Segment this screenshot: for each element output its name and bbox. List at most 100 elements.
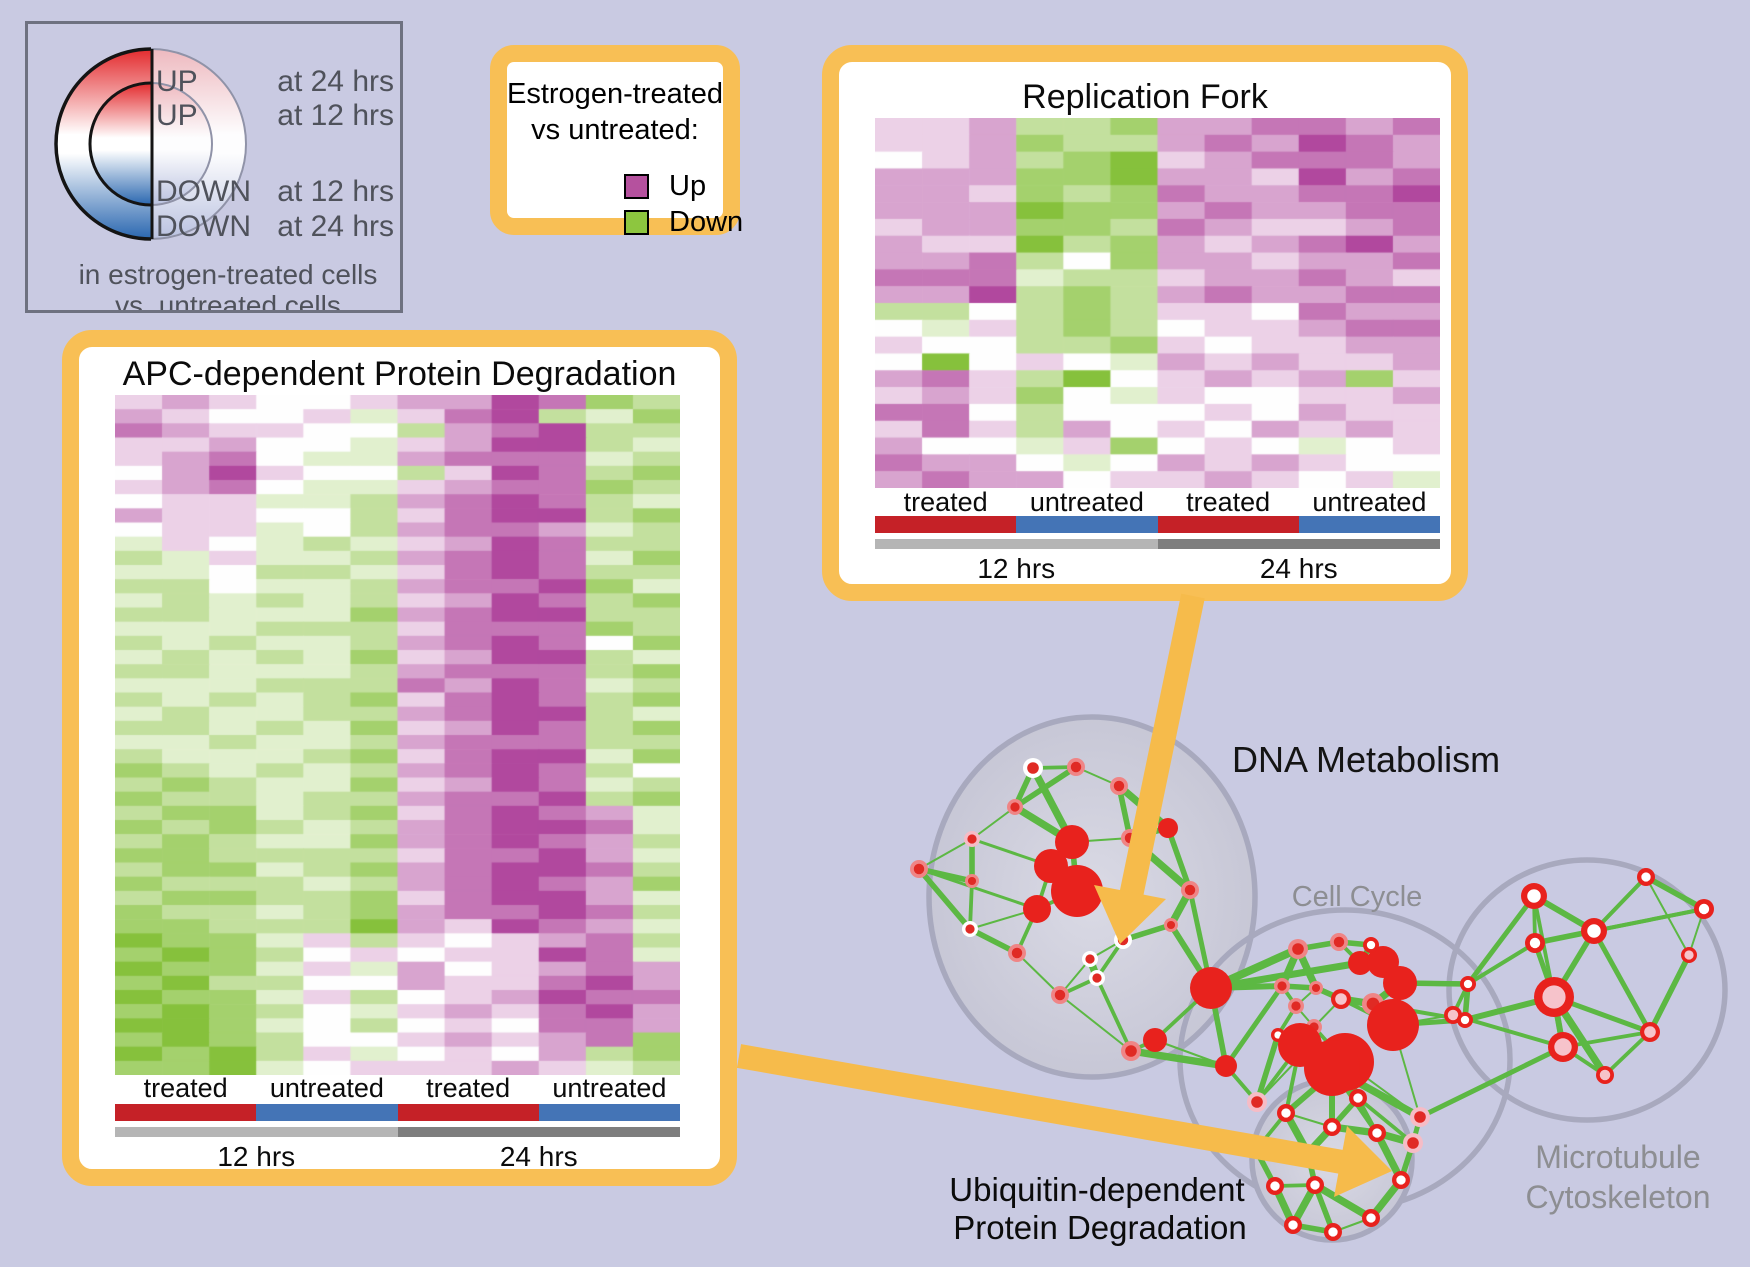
network-node-core	[1372, 1128, 1382, 1138]
network-edge	[1340, 995, 1374, 1008]
network-edge	[968, 926, 1019, 956]
network-node	[1023, 895, 1051, 923]
network-node-core	[1124, 832, 1136, 844]
network-edge	[1032, 765, 1077, 770]
time-label: 24 hrs	[499, 1141, 578, 1172]
cluster-cell	[1177, 907, 1513, 1213]
network-edge	[1562, 1046, 1606, 1076]
network-node-core	[1027, 762, 1039, 774]
network-edge	[1370, 1001, 1396, 1028]
network-node	[1300, 1145, 1316, 1161]
network-node	[1306, 1176, 1324, 1194]
network-node-core	[1463, 979, 1473, 989]
network-edge	[1289, 1183, 1319, 1227]
network-edge	[1153, 986, 1213, 1042]
group-label: untreated	[1029, 487, 1144, 517]
bottom-margin	[0, 1267, 1750, 1279]
group-label: treated	[426, 1073, 511, 1103]
network-edge	[1342, 1061, 1361, 1099]
ring-row-labels: UP at 24 hrs UP at 12 hrs DOWN at 12 hrs…	[156, 65, 394, 243]
network-node	[1034, 849, 1068, 883]
network-node	[1548, 1032, 1578, 1062]
network-edge	[1075, 766, 1120, 787]
updown-legend-box: Estrogen-treated vs untreated: Up Down	[490, 45, 743, 238]
network-edge	[1116, 783, 1171, 831]
network-node	[1158, 818, 1178, 838]
network-edge	[1209, 945, 1300, 992]
network-node	[1363, 937, 1379, 953]
network-node	[1331, 989, 1351, 1009]
network-edge	[1059, 958, 1091, 996]
network-edge	[1280, 984, 1298, 1008]
network-node-core	[1698, 903, 1710, 915]
network-node	[1181, 881, 1199, 899]
cluster-micro	[1446, 857, 1728, 1123]
network-node	[1121, 829, 1139, 847]
network-edge	[1294, 947, 1320, 990]
network-edge	[916, 867, 973, 931]
ring-vivid-half	[54, 47, 151, 241]
untreated-bar	[1298, 516, 1440, 533]
network-node-core	[1303, 1148, 1313, 1158]
network-node	[1521, 883, 1547, 909]
network-edge	[1331, 1123, 1378, 1137]
network-edge	[1253, 1148, 1278, 1188]
network-node	[1640, 1022, 1660, 1042]
group-label: untreated	[552, 1073, 667, 1103]
rf-time-bar	[875, 539, 1440, 549]
network-edge	[1534, 928, 1595, 946]
network-node	[1051, 865, 1103, 917]
network-node	[1248, 1142, 1264, 1158]
network-node-core	[965, 924, 975, 934]
network-edge	[1647, 953, 1692, 1034]
network-edge	[1392, 1014, 1454, 1026]
network-edge	[1418, 1044, 1565, 1120]
network-edge	[1284, 1044, 1302, 1114]
network-edge	[1312, 1025, 1347, 1064]
network-node	[1304, 1040, 1360, 1096]
network-node	[1316, 1033, 1374, 1091]
network-node	[1362, 993, 1384, 1015]
network-edge	[1553, 994, 1651, 1035]
network-node	[962, 921, 978, 937]
network-node-core	[967, 876, 977, 886]
network-edge	[1376, 1129, 1414, 1147]
network-edge	[1314, 985, 1343, 1002]
network-edge	[1298, 1053, 1334, 1072]
network-node-core	[1251, 1145, 1261, 1155]
network-edge	[1329, 1065, 1361, 1101]
ring-row-dir: UP	[156, 99, 198, 132]
apc-group-labels: treated untreated treated untreated	[115, 1073, 680, 1104]
network-node-core	[1054, 989, 1066, 1001]
treated-bar	[115, 1104, 257, 1121]
network-edge	[1452, 1013, 1564, 1049]
network-edge	[1059, 994, 1132, 1052]
network-node-core	[1684, 950, 1694, 960]
network-node	[1190, 967, 1232, 1009]
network-node	[1067, 758, 1085, 776]
network-node-core	[1527, 889, 1541, 903]
network-node	[1581, 918, 1607, 944]
untreated-bar	[538, 1104, 680, 1121]
network-edge	[1285, 1112, 1333, 1128]
network-edge	[1313, 1181, 1373, 1222]
network-edge	[1168, 923, 1214, 990]
rf-treatment-colorbar	[875, 516, 1440, 533]
network-edge	[1603, 1030, 1652, 1077]
network-node-core	[1125, 1045, 1137, 1057]
network-edge	[1224, 1064, 1259, 1104]
network-edge	[1532, 893, 1596, 934]
network-edge	[1370, 980, 1403, 1007]
network-node	[1309, 981, 1323, 995]
ring-row-time: at 24 hrs	[277, 210, 394, 243]
network-node-core	[1587, 924, 1601, 938]
network-node	[1089, 970, 1105, 986]
annotation-arrow-shaft	[736, 1044, 1345, 1174]
network-edge	[1551, 996, 1566, 1048]
cluster-label: Cell Cycle	[1292, 881, 1423, 913]
network-edge	[1127, 835, 1193, 893]
network-node	[1525, 933, 1545, 953]
network-edge	[1016, 952, 1061, 996]
cluster-label: Ubiquitin-dependent	[949, 1171, 1244, 1208]
network-edge	[1644, 874, 1706, 912]
